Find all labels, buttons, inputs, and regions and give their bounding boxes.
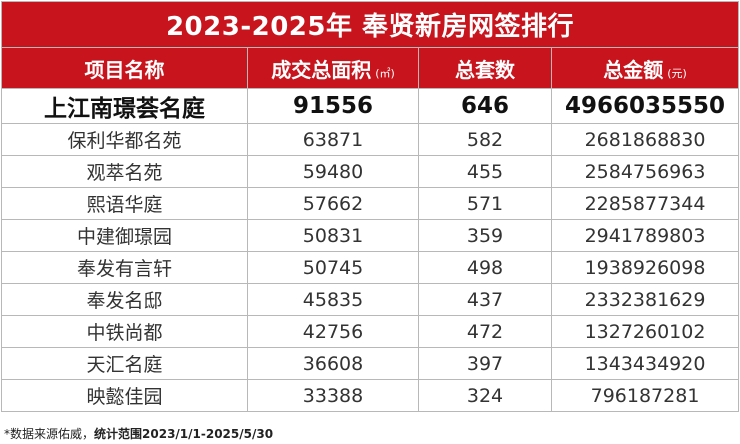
cell-area: 42756 [247, 315, 419, 348]
cell-amount: 2941789803 [550, 219, 740, 252]
cell-name: 天汇名庭 [1, 347, 248, 380]
table-row: 上江南璟荟名庭 91556 646 4966035550 [1, 88, 740, 124]
cell-units: 582 [418, 123, 552, 156]
cell-name: 保利华都名苑 [1, 123, 248, 156]
table-row: 保利华都名苑 63871 582 2681868830 [1, 123, 740, 156]
table-row: 熙语华庭 57662 571 2285877344 [1, 187, 740, 220]
header-amount-unit: (元) [667, 66, 687, 80]
table-row: 中铁尚都 42756 472 1327260102 [1, 315, 740, 348]
header-area-label: 成交总面积 [271, 57, 372, 82]
cell-area: 91556 [247, 88, 419, 124]
header-units-label: 总套数 [455, 57, 515, 82]
footnote: *数据来源佑威，统计范围2023/1/1-2025/5/30 [4, 425, 273, 442]
cell-units: 437 [418, 283, 552, 316]
ranking-table: 2023-2025年 奉贤新房网签排行 项目名称 成交总面积 (㎡) 总套数 总金… [0, 1, 740, 412]
cell-name: 熙语华庭 [1, 187, 248, 220]
cell-amount: 1938926098 [550, 251, 740, 284]
header-units: 总套数 [418, 47, 552, 89]
cell-units: 646 [418, 88, 552, 124]
cell-name: 中建御璟园 [1, 219, 248, 252]
cell-amount: 2584756963 [550, 155, 740, 188]
cell-area: 59480 [247, 155, 419, 188]
cell-amount: 1327260102 [550, 315, 740, 348]
cell-units: 397 [418, 347, 552, 380]
table-row: 观萃名苑 59480 455 2584756963 [1, 155, 740, 188]
header-area-unit: (㎡) [375, 66, 395, 80]
table-row: 映懿佳园 33388 324 796187281 [1, 379, 740, 412]
table-title: 2023-2025年 奉贤新房网签排行 [0, 1, 740, 48]
footnote-range: 统计范围2023/1/1-2025/5/30 [94, 427, 274, 441]
cell-amount: 2332381629 [550, 283, 740, 316]
table-row: 奉发有言轩 50745 498 1938926098 [1, 251, 740, 284]
cell-name: 观萃名苑 [1, 155, 248, 188]
cell-area: 57662 [247, 187, 419, 220]
cell-amount: 2285877344 [550, 187, 740, 220]
header-name: 项目名称 [1, 47, 248, 89]
title-row: 2023-2025年 奉贤新房网签排行 [0, 1, 740, 48]
cell-amount: 1343434920 [550, 347, 740, 380]
header-name-label: 项目名称 [84, 57, 165, 82]
cell-name: 奉发名邸 [1, 283, 248, 316]
cell-area: 45835 [247, 283, 419, 316]
cell-amount: 796187281 [550, 379, 740, 412]
cell-name: 中铁尚都 [1, 315, 248, 348]
header-row: 项目名称 成交总面积 (㎡) 总套数 总金额 (元) [1, 47, 740, 89]
header-area: 成交总面积 (㎡) [247, 47, 419, 89]
cell-area: 63871 [247, 123, 419, 156]
table-row: 中建御璟园 50831 359 2941789803 [1, 219, 740, 252]
cell-units: 571 [418, 187, 552, 220]
cell-area: 36608 [247, 347, 419, 380]
cell-amount: 4966035550 [550, 88, 740, 124]
footnote-source: *数据来源佑威， [4, 427, 95, 441]
header-amount: 总金额 (元) [550, 47, 740, 89]
cell-area: 33388 [247, 379, 419, 412]
cell-amount: 2681868830 [550, 123, 740, 156]
cell-units: 455 [418, 155, 552, 188]
table-row: 奉发名邸 45835 437 2332381629 [1, 283, 740, 316]
cell-name: 奉发有言轩 [1, 251, 248, 284]
cell-units: 324 [418, 379, 552, 412]
header-amount-label: 总金额 [603, 57, 664, 82]
cell-name: 上江南璟荟名庭 [1, 88, 248, 124]
cell-area: 50745 [247, 251, 419, 284]
cell-name: 映懿佳园 [1, 379, 248, 412]
cell-area: 50831 [247, 219, 419, 252]
table-row: 天汇名庭 36608 397 1343434920 [1, 347, 740, 380]
cell-units: 359 [418, 219, 552, 252]
cell-units: 498 [418, 251, 552, 284]
cell-units: 472 [418, 315, 552, 348]
